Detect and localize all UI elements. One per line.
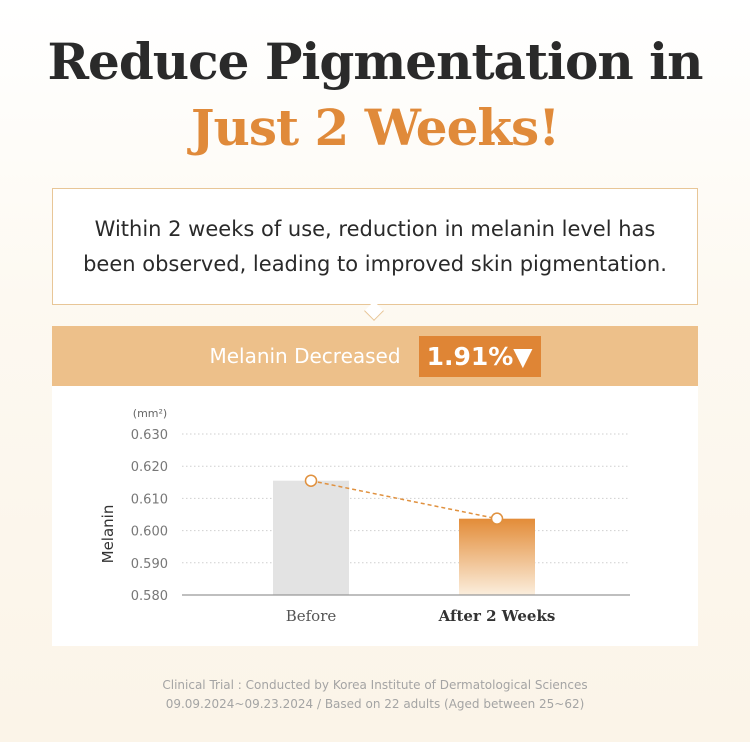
y-tick-label: 0.620 <box>131 460 168 475</box>
highlight-label: Melanin Decreased <box>209 344 401 368</box>
footer-line-1: Clinical Trial : Conducted by Korea Inst… <box>162 678 588 692</box>
title-line-1: Reduce Pigmentation in <box>47 32 703 91</box>
bar-before <box>273 480 349 595</box>
y-tick-label: 0.580 <box>131 589 168 604</box>
y-axis-label: Melanin <box>99 505 117 564</box>
y-tick-label: 0.600 <box>131 525 168 540</box>
footer-line-2: 09.09.2024~09.23.2024 / Based on 22 adul… <box>165 697 585 711</box>
description-text: Within 2 weeks of use, reduction in mela… <box>83 216 667 276</box>
footer: Clinical Trial : Conducted by Korea Inst… <box>0 676 750 714</box>
x-tick-label: Before <box>286 607 337 625</box>
y-tick-label: 0.610 <box>131 492 168 507</box>
x-tick-label: After 2 Weeks <box>438 607 556 625</box>
y-tick-label: 0.590 <box>131 557 168 572</box>
data-point <box>490 512 504 525</box>
y-unit-label: (mm²) <box>133 407 167 420</box>
highlight-value: 1.91%▼ <box>418 335 541 377</box>
chart-card <box>52 386 698 646</box>
description-bubble: Within 2 weeks of use, reduction in mela… <box>52 188 698 305</box>
y-tick-label: 0.630 <box>131 428 168 443</box>
trend-line <box>310 479 498 520</box>
highlight-band: Melanin Decreased 1.91%▼ <box>52 326 698 386</box>
data-point <box>304 474 318 487</box>
bar-after <box>459 518 535 595</box>
title-line-2: Just 2 Weeks! <box>190 98 560 157</box>
